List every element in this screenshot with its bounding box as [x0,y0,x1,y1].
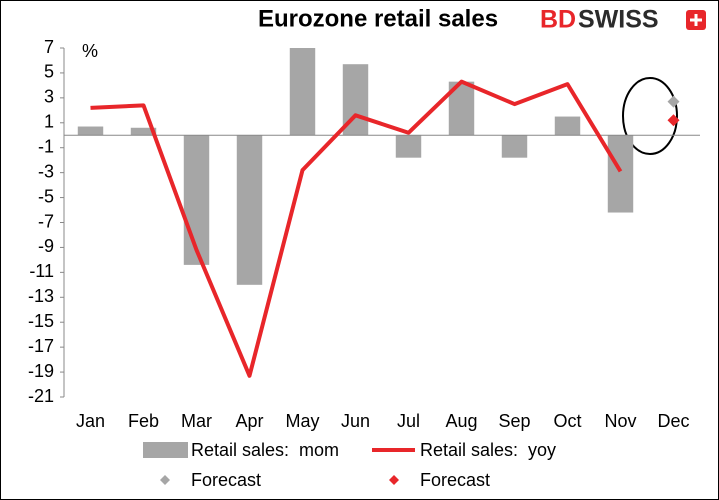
y-tick-label: -15 [28,311,54,331]
bar [501,135,528,158]
bar [183,135,210,265]
x-tick-label: Jun [341,411,370,431]
forecast-highlight [622,77,678,155]
y-tick-label: 7 [44,37,54,57]
x-tick-label: Nov [604,411,636,431]
y-tick-label: -3 [38,161,54,181]
bar [607,135,634,213]
forecast-marker [667,95,680,108]
bar [395,135,422,158]
legend-swatch [143,442,188,458]
bar [554,116,581,136]
bar [77,126,104,136]
y-tick-label: 5 [44,62,54,82]
y-tick-label: -5 [38,186,54,206]
x-tick-label: Apr [235,411,263,431]
y-tick-label: 3 [44,87,54,107]
forecast-marker [667,114,680,127]
y-tick-label: -21 [28,386,54,406]
x-tick-label: Oct [553,411,581,431]
y-tick-label: -1 [38,136,54,156]
legend-label: Retail sales: mom [191,440,339,460]
bar [289,48,316,136]
legend-swatch [160,475,170,485]
x-tick-label: Jan [76,411,105,431]
y-tick-label: -9 [38,236,54,256]
logo-bd: BD [540,6,576,34]
x-tick-label: May [285,411,319,431]
line [90,79,623,378]
chart-title: Eurozone retail sales [258,5,498,32]
x-tick-label: Sep [498,411,530,431]
legend-swatch [389,475,399,485]
bar [130,127,157,136]
y-tick-label: -19 [28,361,54,381]
y-tick-label: 1 [44,112,54,132]
logo-swiss: SWISS [578,6,659,34]
x-tick-label: Aug [445,411,477,431]
x-tick-label: Dec [657,411,689,431]
logo-plus [690,14,702,26]
x-tick-label: Feb [128,411,159,431]
bar [236,135,263,285]
y-tick-label: -17 [28,336,54,356]
y-tick-label: -13 [28,286,54,306]
y-tick-label: -11 [29,261,54,281]
x-tick-label: Mar [181,411,212,431]
legend-label: Retail sales: yoy [420,440,556,460]
y-tick-label: -7 [38,211,54,231]
legend-label: Forecast [191,470,261,490]
x-tick-label: Jul [397,411,420,431]
y-axis-label: % [82,41,98,61]
legend-label: Forecast [420,470,490,490]
